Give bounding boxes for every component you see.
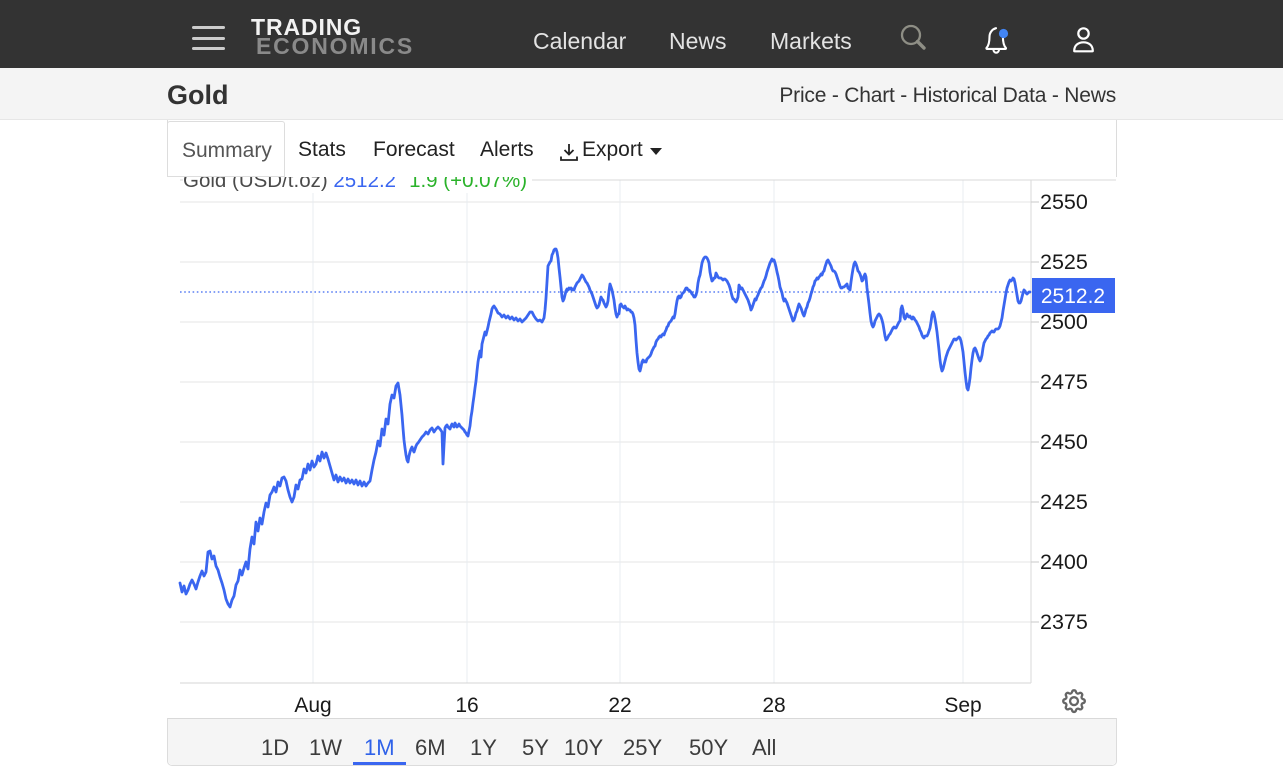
svg-text:16: 16 (455, 694, 478, 717)
svg-text:2400: 2400 (1040, 550, 1088, 574)
svg-text:Sep: Sep (944, 694, 981, 717)
svg-text:Aug: Aug (294, 694, 331, 717)
svg-text:2525: 2525 (1040, 250, 1088, 274)
svg-text:2475: 2475 (1040, 370, 1088, 394)
svg-text:28: 28 (762, 694, 785, 717)
svg-text:2450: 2450 (1040, 430, 1088, 454)
svg-text:2425: 2425 (1040, 490, 1088, 514)
svg-text:2375: 2375 (1040, 610, 1088, 634)
svg-text:22: 22 (608, 694, 631, 717)
svg-text:2500: 2500 (1040, 310, 1088, 334)
svg-text:2512.2: 2512.2 (1041, 285, 1105, 308)
svg-text:2550: 2550 (1040, 190, 1088, 214)
